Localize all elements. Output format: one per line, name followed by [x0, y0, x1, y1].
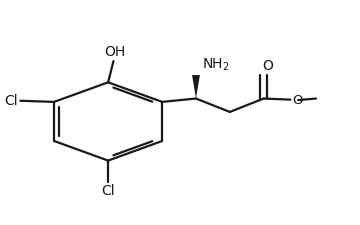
Text: Cl: Cl — [4, 94, 17, 108]
Text: O: O — [292, 94, 303, 107]
Text: OH: OH — [105, 45, 126, 59]
Polygon shape — [192, 75, 200, 99]
Text: NH$_2$: NH$_2$ — [202, 56, 230, 73]
Text: Cl: Cl — [101, 184, 115, 198]
Text: O: O — [262, 59, 273, 73]
